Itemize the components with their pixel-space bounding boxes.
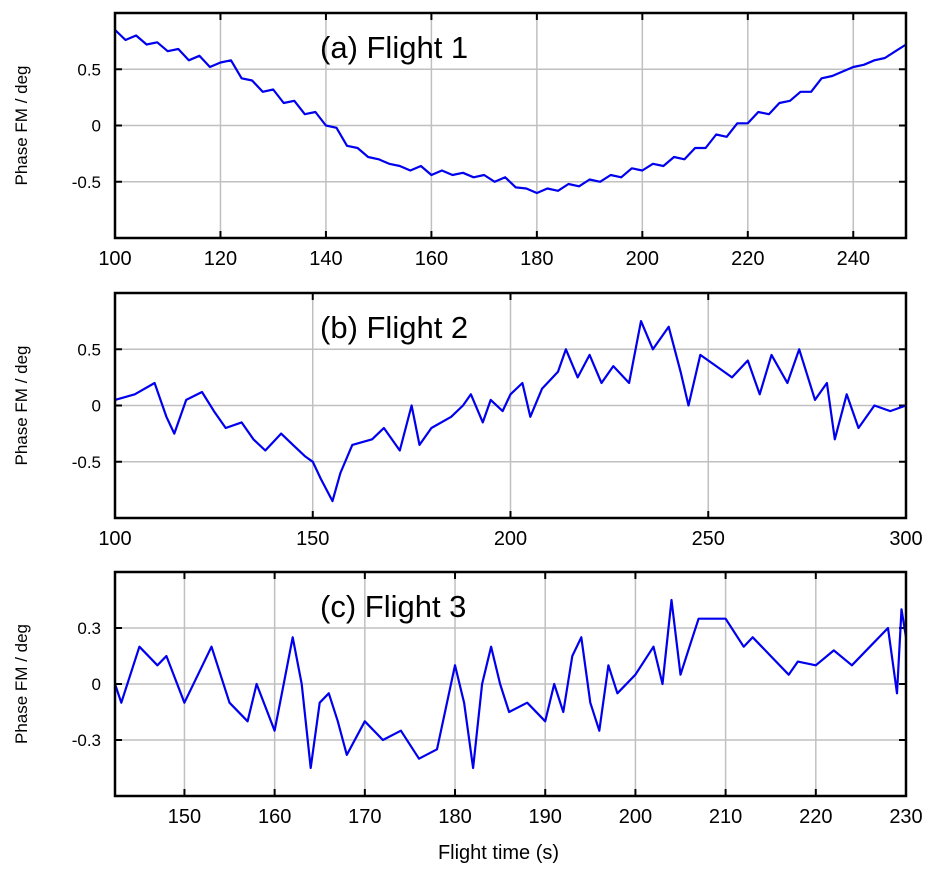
x-tick-label: 220 — [799, 806, 832, 828]
y-tick-label: 0.5 — [77, 60, 101, 79]
x-tick-label: 170 — [348, 806, 381, 828]
x-tick-label: 210 — [709, 806, 742, 828]
x-tick-label: 150 — [168, 806, 201, 828]
y-tick-label: -0.5 — [72, 173, 101, 192]
x-tick-label: 160 — [258, 806, 291, 828]
subplot-title: (c) Flight 3 — [320, 589, 466, 624]
y-axis-label: Phase FM / deg — [12, 624, 31, 744]
y-axis-label: Phase FM / deg — [12, 65, 31, 185]
axes-frame — [113, 11, 908, 240]
x-tick-label: 220 — [731, 248, 764, 270]
axes-frame — [113, 291, 908, 520]
x-tick-label: 200 — [494, 528, 527, 550]
x-tick-label: 160 — [415, 248, 448, 270]
x-tick-label: 100 — [98, 528, 131, 550]
y-tick-label: 0.3 — [77, 619, 101, 638]
x-tick-label: 180 — [520, 248, 553, 270]
subplot-title: (b) Flight 2 — [320, 310, 468, 345]
subplot-2: 100 150 200 250 300 0.5 0 -0.5 (b) Flight 2 Phase… — [12, 291, 923, 550]
x-tick-label: 200 — [619, 806, 652, 828]
x-tick-label: 240 — [837, 248, 870, 270]
y-tick-label: -0.3 — [72, 731, 101, 750]
x-tick-label: 120 — [204, 248, 237, 270]
y-tick-label: -0.5 — [72, 453, 101, 472]
y-tick-label: 0 — [92, 675, 101, 694]
x-tick-label: 230 — [889, 806, 922, 828]
y-tick-label: 0.5 — [77, 340, 101, 359]
data-series-line — [115, 598, 906, 770]
x-tick-label: 190 — [529, 806, 562, 828]
data-series-line — [115, 320, 906, 503]
y-tick-label: 0 — [92, 397, 101, 416]
subplot-title: (a) Flight 1 — [320, 30, 468, 65]
y-tick-label: 0 — [92, 117, 101, 136]
x-tick-label: 140 — [309, 248, 342, 270]
subplot-1: 100 120 140 160 180 200 220 240 0.5 0 -0.5 (a) Flig… — [12, 11, 908, 270]
x-axis-label: Flight time (s) — [438, 842, 559, 864]
subplot-3: 150 160 170 180 190 200 210 220 230 0.3 0 -0.3 (c) F… — [12, 570, 923, 864]
x-tick-label: 250 — [692, 528, 725, 550]
x-tick-label: 150 — [296, 528, 329, 550]
x-tick-label: 200 — [626, 248, 659, 270]
x-tick-label: 300 — [889, 528, 922, 550]
x-tick-label: 100 — [98, 248, 131, 270]
x-tick-label: 180 — [438, 806, 471, 828]
data-series-line — [115, 29, 906, 195]
axes-frame — [113, 570, 908, 798]
y-axis-label: Phase FM / deg — [12, 345, 31, 465]
